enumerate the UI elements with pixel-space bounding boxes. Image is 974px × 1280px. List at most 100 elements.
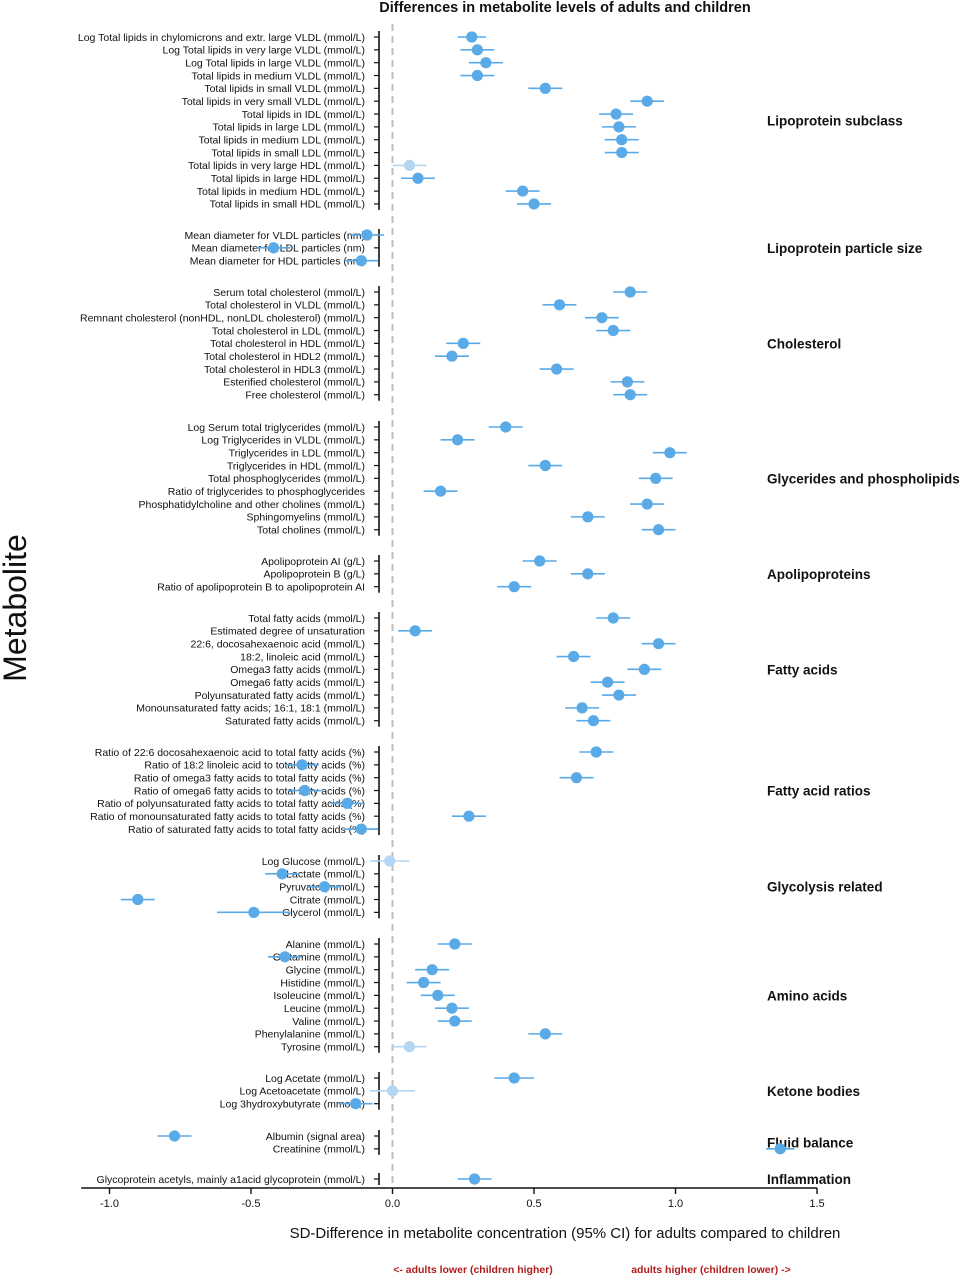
estimate-point [508, 1072, 520, 1084]
estimate-point [299, 784, 311, 797]
estimate-point [641, 498, 653, 510]
x-tick-label: 0.5 [526, 1198, 541, 1210]
metabolite-label: Sphingomyelins (mmol/L) [247, 512, 365, 524]
estimate-point [517, 185, 529, 197]
group-label: Glycolysis related [767, 880, 883, 895]
metabolite-label: Omega3 fatty acids (mmol/L) [230, 664, 365, 676]
estimate-point [248, 906, 260, 918]
metabolite-label: Total lipids in medium LDL (mmol/L) [199, 135, 366, 147]
estimate-point [435, 485, 447, 497]
metabolite-label: Total cholesterol in HDL (mmol/L) [210, 338, 365, 350]
metabolite-label: Polyunsaturated fatty acids (mmol/L) [195, 690, 365, 702]
estimate-point [449, 1015, 461, 1027]
x-tick-label: 1.0 [668, 1198, 683, 1210]
metabolite-label: Ratio of apolipoprotein B to apolipoprot… [157, 581, 365, 593]
metabolite-label: Glutamine (mmol/L) [273, 952, 365, 964]
group-label: Fatty acid ratios [767, 784, 871, 799]
metabolite-label: Total lipids in small HDL (mmol/L) [210, 199, 365, 211]
metabolite-label: Apolipoprotein AI (g/L) [261, 556, 365, 568]
estimate-point [471, 69, 483, 82]
metabolite-label: Albumin (signal area) [266, 1131, 365, 1143]
metabolite-label: Leucine (mmol/L) [284, 1003, 365, 1015]
estimate-point [664, 447, 676, 459]
estimate-point [624, 389, 636, 401]
metabolite-label: Total cholesterol in VLDL (mmol/L) [205, 300, 365, 312]
group-label: Fatty acids [767, 662, 838, 677]
estimate-point [508, 581, 520, 593]
metabolite-label: Isoleucine (mmol/L) [273, 990, 365, 1002]
estimate-point [268, 242, 280, 254]
metabolite-group: Fluid balance Albumin (signal area)Creati… [157, 1130, 854, 1156]
estimate-point [403, 1041, 416, 1053]
metabolite-label: Ratio of triglycerides to phosphoglyceri… [168, 486, 365, 498]
estimate-point [570, 772, 583, 784]
estimate-point [432, 989, 444, 1001]
estimate-point [607, 612, 619, 624]
x-tick-label: 0.0 [385, 1198, 400, 1210]
metabolite-label: Apolipoprotein B (g/L) [263, 569, 365, 581]
estimate-point [132, 893, 144, 906]
estimate-point [403, 159, 416, 171]
metabolite-label: Log Total lipids in chylomicrons and ext… [78, 32, 365, 44]
metabolite-label: Log Acetate (mmol/L) [265, 1073, 365, 1085]
group-label: Lipoprotein subclass [767, 113, 903, 128]
metabolite-label: Total cholines (mmol/L) [257, 525, 365, 537]
x-tick-label: -1.0 [100, 1198, 119, 1210]
metabolite-label: Saturated fatty acids (mmol/L) [225, 716, 365, 728]
group-label: Lipoprotein particle size [767, 241, 923, 256]
estimate-point [590, 746, 602, 758]
metabolite-label: Lactate (mmol/L) [286, 869, 365, 881]
estimate-point [468, 1173, 481, 1185]
estimate-point [539, 82, 551, 94]
metabolite-label: Omega6 fatty acids (mmol/L) [230, 677, 365, 689]
estimate-point [449, 938, 461, 950]
estimate-point [386, 1085, 399, 1097]
metabolite-label: Ratio of omega3 fatty acids to total fat… [134, 772, 365, 784]
estimate-point [553, 299, 566, 311]
metabolite-label: Mean diameter for VLDL particles (nm) [184, 230, 365, 242]
metabolite-label: Total lipids in small VLDL (mmol/L) [204, 83, 365, 95]
note-adults-lower: <- adults lower (children higher) [393, 1264, 553, 1276]
metabolite-label: Tyrosine (mmol/L) [281, 1042, 365, 1054]
metabolite-label: Total lipids in very small VLDL (mmol/L) [182, 96, 365, 108]
metabolite-label: Total cholesterol in HDL3 (mmol/L) [204, 364, 365, 376]
metabolite-label: Log Glucose (mmol/L) [262, 856, 365, 868]
metabolite-label: Total lipids in large HDL (mmol/L) [211, 173, 365, 185]
metabolite-label: Ratio of omega6 fatty acids to total fat… [134, 785, 365, 797]
group-label: Apolipoproteins [767, 567, 871, 582]
note-adults-higher: adults higher (children lower) -> [631, 1264, 791, 1276]
estimate-point [279, 951, 291, 963]
estimate-point [539, 459, 551, 472]
group-label: Glycerides and phospholipids [767, 471, 960, 486]
estimate-point [587, 715, 600, 727]
estimate-point [451, 434, 464, 446]
group-label: Inflammation [767, 1172, 851, 1187]
metabolite-label: Total lipids in IDL (mmol/L) [242, 109, 365, 121]
metabolite-label: Total cholesterol in LDL (mmol/L) [212, 325, 365, 337]
estimate-point [276, 868, 288, 880]
metabolite-label: Alanine (mmol/L) [286, 939, 365, 951]
estimate-point [480, 57, 492, 69]
metabolite-group: Apolipoproteins Apolipoprotein AI (g/L)Ap… [157, 555, 871, 593]
metabolite-group: Glycerides and phospholipids Log Serum to… [139, 421, 960, 537]
estimate-point [457, 337, 469, 349]
estimate-point [596, 312, 608, 324]
metabolite-label: Mean diameter for HDL particles (nm) [190, 255, 365, 267]
metabolite-label: Log Total lipids in large VLDL (mmol/L) [185, 57, 365, 69]
metabolite-label: 18:2, linoleic acid (mmol/L) [240, 651, 365, 663]
metabolite-group: Glycolysis related Log Glucose (mmol/L)La… [120, 855, 883, 919]
estimate-point [774, 1143, 786, 1155]
estimate-point [466, 31, 478, 43]
estimate-point [650, 472, 662, 484]
chart-title: Differences in metabolite levels of adul… [379, 0, 750, 16]
estimate-point [582, 568, 594, 580]
estimate-point [296, 759, 308, 771]
metabolite-label: Glycine (mmol/L) [286, 964, 365, 976]
metabolite-group: Lipoprotein subclass Log Total lipids in … [78, 31, 903, 211]
estimate-point [426, 964, 438, 976]
estimate-point [318, 881, 331, 893]
y-axis-title: Metabolite [0, 534, 33, 682]
metabolite-group: Inflammation Glycoprotein acetyls, mainly… [97, 1172, 851, 1187]
metabolite-label: Estimated degree of unsaturation [210, 626, 365, 638]
